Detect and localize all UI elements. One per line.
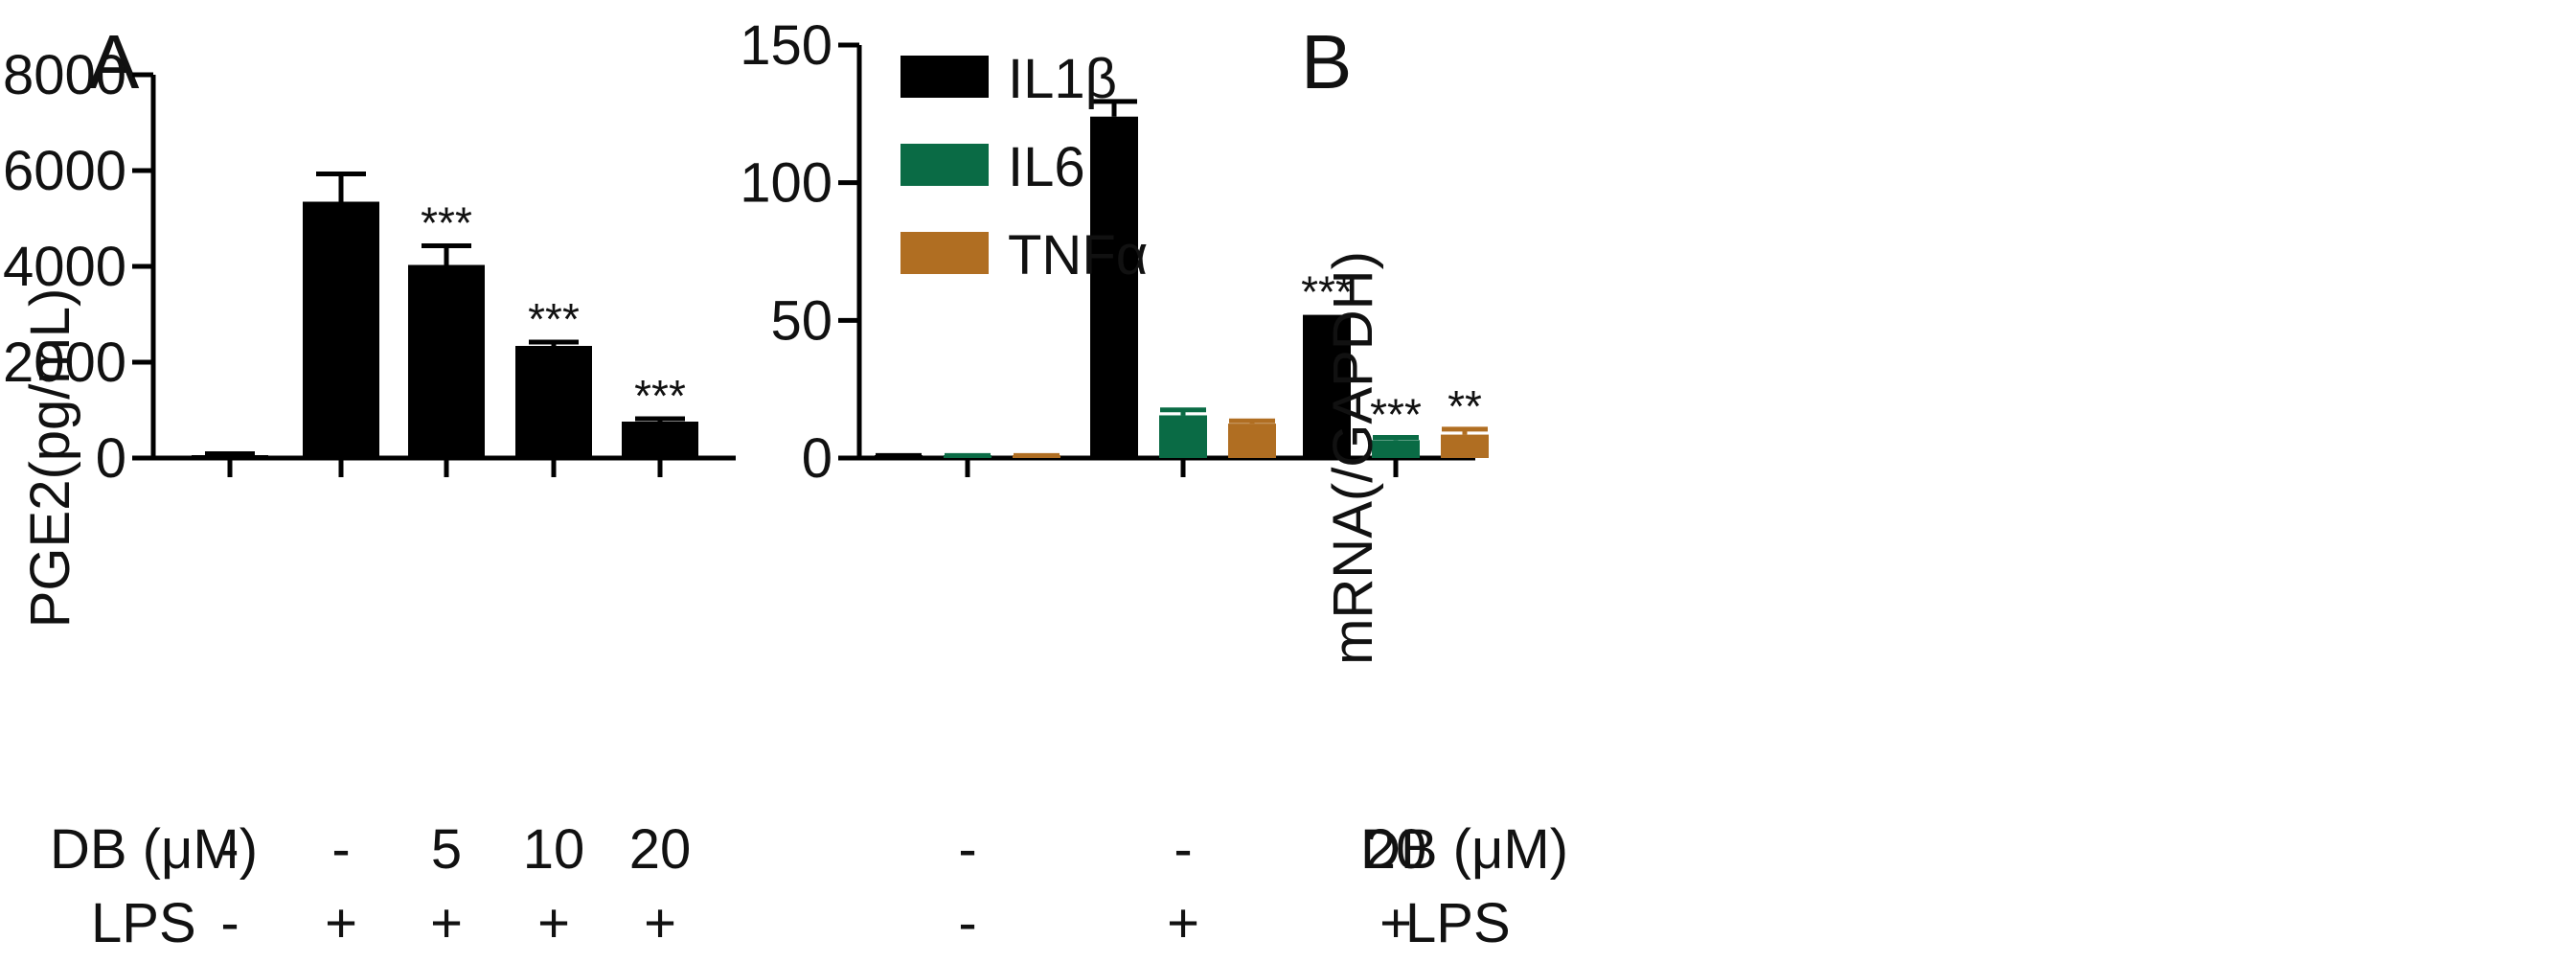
panel-a-bar	[303, 201, 379, 458]
panel-b-db-value: 20	[1365, 818, 1427, 881]
panel-a-lps-value: +	[537, 892, 570, 954]
panel-b-bar	[1228, 424, 1276, 458]
panel-a-y-axis-label: PGE2(pg/mL)	[19, 288, 81, 629]
panel-a-significance-marker: ***	[634, 371, 686, 421]
panel-b-lps-row-label: LPS	[1405, 892, 1511, 954]
panel-a-plot-area: 0 2000 4000 6000 8000 - - - +5 +10 +20 + *** *** ***	[3, 44, 736, 954]
panel-a-significance-marker: ***	[421, 198, 472, 248]
panel-a-db-value: 5	[431, 818, 462, 881]
panel-a-y-tick-label: 4000	[3, 236, 126, 298]
panel-a-label: A	[88, 19, 140, 104]
legend-swatch	[900, 232, 989, 274]
panel-b-bar	[1372, 440, 1420, 458]
panel-a-bar	[192, 455, 268, 458]
panel-a-y-tick-label: 0	[96, 427, 126, 490]
panel-a: A 0 2000 4000 6000 8000 - - - +5 +10 +20 + *** *** ***…	[3, 19, 736, 954]
panel-a-y-tick-label: 6000	[3, 140, 126, 202]
panel-b-bar	[1159, 415, 1207, 458]
panel-b-label: B	[1301, 19, 1352, 104]
panel-b-y-tick-label: 50	[770, 289, 832, 352]
panel-b-lps-value: +	[1379, 892, 1412, 954]
panel-b-bar	[1303, 314, 1351, 458]
panel-a-db-value: 20	[629, 818, 692, 881]
panel-b-significance-marker: **	[1448, 381, 1482, 431]
panel-a-lps-row-label: LPS	[91, 892, 196, 954]
panel-b-db-value: -	[1174, 818, 1192, 881]
legend-label: TNFα	[1008, 224, 1148, 287]
legend-swatch	[900, 56, 989, 98]
panel-b-bar	[1441, 434, 1489, 458]
panel-b-db-row-label: DB (μM)	[1360, 818, 1568, 881]
panel-b-significance-marker: ***	[1370, 389, 1422, 439]
panel-a-y-tick-label: 2000	[3, 332, 126, 394]
legend-swatch	[900, 144, 989, 186]
panel-b-bar	[1090, 116, 1138, 458]
panel-b-bar	[875, 455, 923, 458]
panel-b-lps-value: -	[958, 892, 976, 954]
panel-a-db-value: -	[331, 818, 350, 881]
panel-a-db-row-label: DB (μM)	[50, 818, 258, 881]
panel-a-db-value: 10	[523, 818, 585, 881]
panel-b-legend: IL1β IL6 TNFα	[900, 48, 1148, 287]
legend-label: IL1β	[1008, 48, 1117, 110]
panel-a-bar	[622, 422, 698, 458]
panel-a-lps-value: +	[430, 892, 463, 954]
legend-label: IL6	[1008, 136, 1085, 198]
panel-b-y-tick-label: 100	[740, 152, 832, 215]
panel-a-y-tick-label: 8000	[3, 44, 126, 106]
panel-a-bar	[408, 264, 485, 458]
panel-b-db-value: -	[958, 818, 976, 881]
panel-b-significance-marker: ***	[1301, 267, 1353, 317]
panel-a-bar	[515, 346, 592, 458]
panel-b-y-tick-label: 0	[802, 427, 832, 490]
panel-b-lps-value: +	[1167, 892, 1199, 954]
panel-a-lps-value: +	[325, 892, 357, 954]
panel-b-bar	[1013, 455, 1060, 458]
panel-a-significance-marker: ***	[528, 294, 580, 344]
panel-a-lps-value: +	[644, 892, 676, 954]
panel-b-bar	[944, 455, 992, 458]
panel-a-db-value: -	[220, 818, 239, 881]
panel-a-lps-value: -	[220, 892, 239, 954]
panel-b-y-axis-label: mRNA(/GAPDH)	[1322, 251, 1384, 665]
panel-b-y-tick-label: 150	[740, 14, 832, 77]
